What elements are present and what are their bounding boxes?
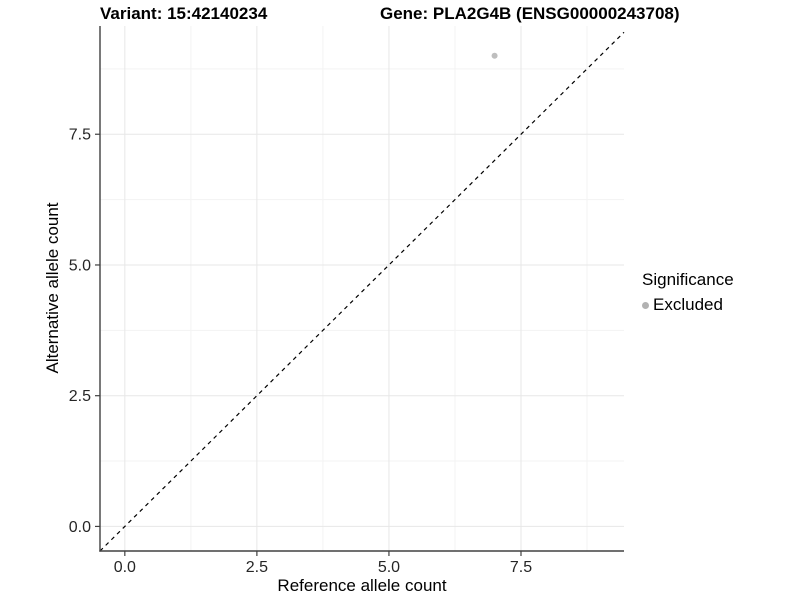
identity-line bbox=[99, 31, 625, 552]
legend-item-excluded: Excluded bbox=[642, 295, 734, 315]
y-tick-label: 5.0 bbox=[69, 257, 91, 274]
x-tick-label: 2.5 bbox=[246, 559, 268, 576]
y-axis-title: Alternative allele count bbox=[43, 202, 62, 374]
x-axis-title: Reference allele count bbox=[277, 576, 447, 595]
plot-title-variant: Variant: 15:42140234 bbox=[100, 4, 268, 23]
legend: Significance Excluded bbox=[642, 270, 734, 315]
x-tick-label: 0.0 bbox=[114, 559, 136, 576]
plot-title-gene: Gene: PLA2G4B (ENSG00000243708) bbox=[380, 4, 680, 23]
y-tick-label: 7.5 bbox=[69, 127, 91, 144]
legend-item-label: Excluded bbox=[653, 295, 723, 314]
x-tick-label: 5.0 bbox=[378, 559, 400, 576]
excluded-point-icon bbox=[642, 301, 649, 309]
y-tick-label: 2.5 bbox=[69, 388, 91, 405]
data-point bbox=[491, 52, 498, 59]
legend-title: Significance bbox=[642, 270, 734, 289]
x-tick-label: 7.5 bbox=[510, 559, 532, 576]
y-tick-label: 0.0 bbox=[69, 519, 91, 536]
